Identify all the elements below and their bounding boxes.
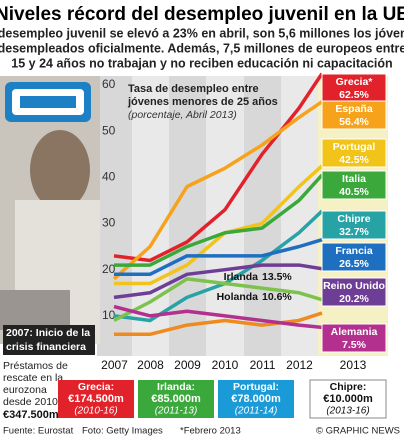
legend-label: Grecia* xyxy=(336,76,374,88)
y-tick-label: 60 xyxy=(102,77,116,91)
series-line xyxy=(114,173,324,267)
rescue-period: (2013-16) xyxy=(326,406,369,417)
rescue-total: €347.500m xyxy=(3,409,59,421)
series-line xyxy=(113,277,323,323)
chart-note: (porcentaje, Abril 2013) xyxy=(128,109,237,121)
y-tick-label: 20 xyxy=(102,262,116,276)
rescue-box xyxy=(138,380,214,418)
series-line xyxy=(113,263,323,300)
label-box xyxy=(321,210,387,240)
rescue-title: Préstamos de xyxy=(3,360,68,372)
value-label: 7.5% xyxy=(342,339,367,351)
value-label: 26.5% xyxy=(339,258,369,270)
value-label: 42.5% xyxy=(339,154,369,166)
label-box xyxy=(321,277,387,307)
rescue-title: rescate en la xyxy=(3,372,63,384)
legend-label: Holanda xyxy=(217,291,259,303)
value-label: 56.4% xyxy=(339,116,369,128)
legend-label: España xyxy=(335,103,373,115)
rescue-amount: €174.500m xyxy=(68,393,124,405)
series-line xyxy=(114,311,323,337)
x-tick-label: 2008 xyxy=(137,358,164,372)
column-band xyxy=(244,76,281,356)
rescue-boxes: Grecia:€174.500m(2010-16) Irlanda:€85.000… xyxy=(58,379,387,419)
x-tick-label: 2011 xyxy=(250,358,276,372)
rescue-country: Chipre: xyxy=(330,381,367,393)
rescue-country: Grecia: xyxy=(78,381,114,393)
legend-label: Irlanda xyxy=(224,271,259,283)
label-box xyxy=(321,73,387,103)
photo xyxy=(0,76,100,344)
x-tick-label: 2007 xyxy=(101,358,128,372)
legend-label: Alemania xyxy=(331,326,378,338)
legend-label: Portugal xyxy=(333,141,376,153)
annotation-box xyxy=(3,325,95,355)
value-label: 10.6% xyxy=(262,291,292,303)
series-line xyxy=(113,72,324,263)
column-band xyxy=(206,76,244,356)
y-tick-label: 50 xyxy=(102,123,116,137)
subtitle-line: El desempleo juvenil se elevó a 23% en a… xyxy=(0,26,404,40)
y-tick-label: 30 xyxy=(102,216,116,230)
rescue-box xyxy=(218,380,294,418)
x-tick-label: 2012 xyxy=(286,358,313,372)
rescue-period: (2010-16) xyxy=(74,406,117,417)
rescue-title: eurozona xyxy=(3,384,47,396)
rescue-country: Portugal: xyxy=(233,381,279,393)
series-line xyxy=(114,238,323,277)
plot: 2007 2008 2009 2010 2011 2012 2013 10 20 30 40 50 60… xyxy=(101,72,387,372)
rescue-title: desde 2010 xyxy=(3,396,58,408)
rescue-period: (2011-14) xyxy=(235,406,278,417)
x-tick-label: 2013 xyxy=(340,358,367,372)
series-line xyxy=(112,100,323,281)
subtitle-line: 15 y 24 años no trabajan y no reciben ed… xyxy=(11,56,392,70)
label-box xyxy=(321,138,387,168)
source: Fuente: Eurostat xyxy=(3,426,74,437)
legend-label: Francia xyxy=(335,245,373,257)
value-label: 20.2% xyxy=(339,293,369,305)
credit: © GRAPHIC NEWS xyxy=(316,426,400,437)
label-box xyxy=(321,242,387,272)
footnote: *Febrero 2013 xyxy=(180,426,241,437)
legend-label: Italia xyxy=(342,173,366,185)
rescue-amount: €10.000m xyxy=(323,393,373,405)
y-tick-label: 10 xyxy=(102,308,116,322)
rescue-box xyxy=(309,379,387,419)
rescue-box xyxy=(58,380,134,418)
photo-credit: Foto: Getty Images xyxy=(82,426,163,437)
series-line xyxy=(113,304,323,330)
legend-label: Chipre xyxy=(337,213,370,225)
rescue-amount: €85.000m xyxy=(151,393,201,405)
value-label: 62.5% xyxy=(339,89,369,101)
rescue-country: Irlanda: xyxy=(157,381,195,393)
subtitle-line: desempleados oficialmente. Además, 7,5 m… xyxy=(0,41,404,55)
chart-title: Niveles récord del desempleo juvenil en … xyxy=(0,4,404,25)
value-label: 40.5% xyxy=(339,186,369,198)
annotation: 2007: Inicio de la xyxy=(6,327,90,339)
annotation: crisis financiera xyxy=(6,341,86,353)
label-box xyxy=(321,100,387,130)
label-box xyxy=(321,170,387,200)
value-label: 32.7% xyxy=(339,226,369,238)
y-tick-label: 40 xyxy=(102,170,116,184)
chart-subtitle: jóvenes menores de 25 años xyxy=(127,96,278,108)
rescue-amount: €78.000m xyxy=(231,393,281,405)
rescue-period: (2011-13) xyxy=(155,406,198,417)
legend-label: Reino Unido xyxy=(323,280,385,292)
x-tick-label: 2009 xyxy=(174,358,201,372)
label-box xyxy=(321,323,387,353)
value-label: 13.5% xyxy=(262,271,292,283)
column-band xyxy=(169,76,206,356)
x-tick-label: 2010 xyxy=(212,358,239,372)
chart-subtitle: Tasa de desempleo entre xyxy=(128,83,259,95)
